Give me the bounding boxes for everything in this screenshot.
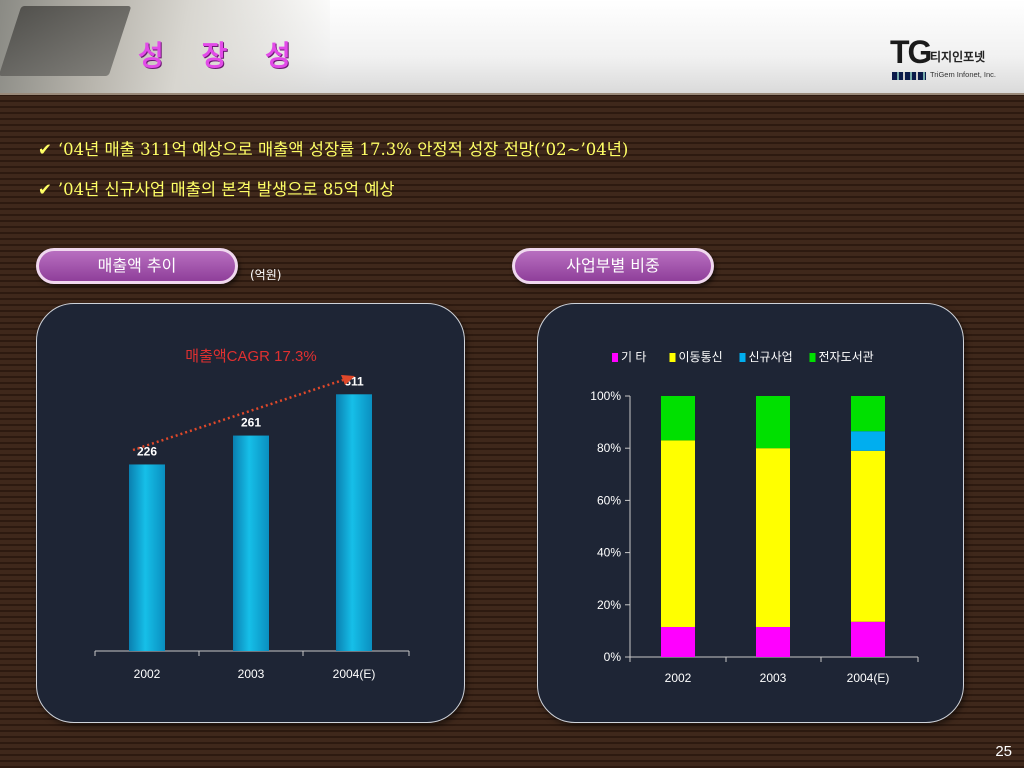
legend-swatch: [612, 353, 618, 362]
share-chart-panel: 0% 20% 40% 60% 80% 100% 2002 2003 2004(E) 기 타 이동통신…: [537, 303, 964, 723]
x-tick-label: 2003: [238, 667, 265, 681]
bullet-item: ✔ ’04년 신규사업 매출의 본격 발생으로 85억 예상: [38, 176, 395, 200]
stacked-segment: [661, 440, 695, 627]
stacked-segment: [756, 448, 790, 627]
page-number: 25: [995, 743, 1012, 760]
stacked-segment: [851, 621, 885, 657]
trend-arrow-head: [341, 375, 355, 385]
x-tick-label: 2004(E): [333, 667, 376, 681]
bullet-item: ✔ ‘04년 매출 311억 예상으로 매출액 성장률 17.3% 안정적 성장 …: [38, 136, 628, 160]
y-tick-label: 60%: [597, 493, 621, 507]
check-icon: ✔: [38, 140, 52, 159]
legend-swatch: [739, 353, 746, 362]
stacked-segment: [851, 450, 885, 622]
logo-bars: [892, 72, 926, 80]
stacked-segment: [756, 626, 790, 657]
slide-title: 성 장 성: [138, 39, 305, 72]
x-tick-label: 2004(E): [847, 671, 890, 685]
y-tick-label: 0%: [604, 650, 622, 664]
sales-bar: [336, 394, 372, 651]
stacked-segment: [661, 396, 695, 441]
legend-swatch: [809, 353, 816, 362]
cagr-label: 매출액CAGR 17.3%: [185, 348, 316, 365]
legend-swatch: [669, 353, 676, 362]
sales-bar: [129, 464, 165, 651]
legend-label: 기 타: [621, 350, 646, 364]
x-tick-label: 2003: [760, 671, 787, 685]
stacked-segment: [756, 396, 790, 449]
logo-korean-name: 티지인포넷: [930, 50, 986, 64]
division-share-label: 사업부별 비중: [512, 248, 714, 284]
x-tick-label: 2002: [665, 671, 692, 685]
bar-value-label: 226: [137, 444, 157, 458]
laptop-image: [0, 6, 132, 76]
sales-chart-panel: 226 2002 261 2003 311 2004(E) 매출액CAGR 17.3%: [36, 303, 465, 723]
share-stacked-chart: 0% 20% 40% 60% 80% 100% 2002 2003 2004(E) 기 타 이동통신…: [590, 350, 919, 685]
y-tick-label: 100%: [590, 389, 621, 403]
bullet-text: ’04년 신규사업 매출의 본격 발생으로 85억 예상: [57, 180, 395, 199]
stacked-segment: [661, 626, 695, 657]
sales-bar: [233, 435, 269, 651]
slide-header: 성 장 성 TG 티지인포넷 TriGem Infonet, Inc.: [0, 0, 1024, 95]
y-tick-label: 20%: [597, 598, 621, 612]
unit-label: (억원): [250, 268, 282, 282]
y-tick-label: 40%: [597, 546, 621, 560]
check-icon: ✔: [38, 180, 52, 199]
header-photo: [0, 0, 330, 95]
trend-arrow-line: [132, 378, 344, 452]
bar-value-label: 261: [241, 416, 261, 430]
stacked-segment: [851, 396, 885, 432]
legend-label: 이동통신: [679, 350, 723, 364]
sales-trend-label: 매출액 추이: [36, 248, 238, 284]
legend-label: 신규사업: [749, 350, 793, 364]
y-tick-label: 80%: [597, 441, 621, 455]
x-tick-label: 2002: [134, 667, 161, 681]
legend-label: 전자도서관: [819, 350, 874, 364]
stacked-segment: [851, 431, 885, 451]
logo-tg-mark: TG: [890, 34, 932, 70]
company-logo: TG 티지인포넷 TriGem Infonet, Inc.: [890, 36, 1010, 86]
logo-english-name: TriGem Infonet, Inc.: [930, 70, 996, 79]
bullet-text: ‘04년 매출 311억 예상으로 매출액 성장률 17.3% 안정적 성장 전…: [57, 140, 629, 159]
header-divider: [0, 93, 1024, 95]
